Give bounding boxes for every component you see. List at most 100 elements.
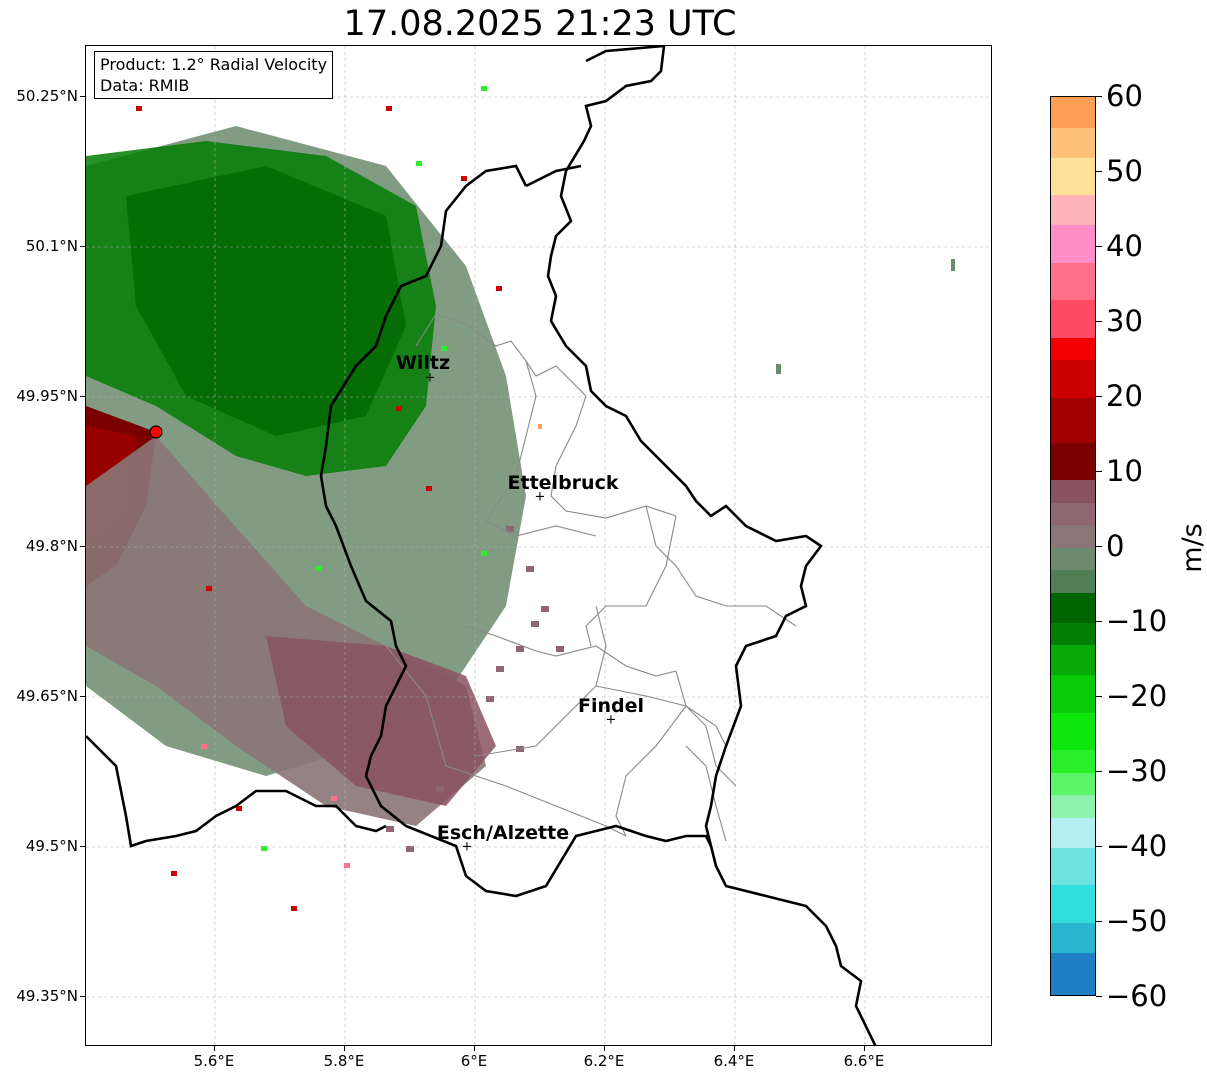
colorbar-segment	[1051, 644, 1095, 675]
colorbar-tick-label: 50	[1106, 154, 1143, 188]
lon-tick	[474, 1046, 475, 1051]
city-marker-esch-alzette: +	[461, 839, 473, 855]
colorbar-segment	[1051, 157, 1095, 195]
lon-tick	[734, 1046, 735, 1051]
colorbar-segment	[1051, 397, 1095, 443]
lon-tick-label: 6.4°E	[713, 1052, 755, 1070]
colorbar-tick	[1096, 396, 1102, 397]
canton-borders	[385, 313, 797, 842]
lat-tick	[80, 846, 85, 847]
lon-tick-label: 6.6°E	[843, 1052, 885, 1070]
colorbar-segment	[1051, 479, 1095, 503]
colorbar-tick	[1096, 921, 1102, 922]
lat-tick-label: 49.35°N	[16, 987, 78, 1005]
lat-tick-label: 50.1°N	[25, 237, 78, 255]
lon-tick-label: 5.6°E	[193, 1052, 235, 1070]
colorbar-segment	[1051, 194, 1095, 225]
colorbar-tick	[1096, 546, 1102, 547]
velocity-field	[86, 86, 955, 911]
colorbar-tick	[1096, 846, 1102, 847]
lat-tick-label: 49.8°N	[25, 537, 78, 555]
colorbar-segment	[1051, 262, 1095, 300]
lon-tick	[864, 1046, 865, 1051]
map-title: 17.08.2025 21:23 UTC	[343, 4, 737, 44]
lon-tick	[214, 1046, 215, 1051]
colorbar-tick	[1096, 96, 1102, 97]
colorbar-tick	[1096, 246, 1102, 247]
colorbar-segment	[1051, 592, 1095, 623]
map-canvas	[86, 46, 991, 1045]
product-info-box: Product: 1.2° Radial Velocity Data: RMIB	[94, 51, 334, 99]
lon-tick-label: 5.8°E	[323, 1052, 365, 1070]
colorbar-segment	[1051, 794, 1095, 818]
city-label-wiltz: Wiltz	[395, 352, 451, 374]
lat-tick-label: 49.95°N	[16, 387, 78, 405]
colorbar-segment	[1051, 952, 1095, 995]
velocity-colorbar	[1050, 96, 1096, 996]
colorbar-tick-label: −40	[1106, 829, 1168, 863]
colorbar-segment	[1051, 359, 1095, 398]
colorbar-segment	[1051, 299, 1095, 338]
colorbar-tick	[1096, 996, 1102, 997]
colorbar-segment	[1051, 847, 1095, 885]
lat-tick	[80, 396, 85, 397]
radar-map	[85, 45, 992, 1046]
colorbar-tick-label: 30	[1106, 304, 1143, 338]
data-source-label: Data: RMIB	[100, 76, 190, 95]
colorbar-tick	[1096, 621, 1102, 622]
colorbar-tick-label: 60	[1106, 79, 1143, 113]
colorbar-tick-label: −10	[1106, 604, 1168, 638]
lat-tick	[80, 246, 85, 247]
radar-site-marker	[149, 425, 163, 439]
colorbar-segment	[1051, 922, 1095, 953]
lat-tick-label: 49.65°N	[16, 687, 78, 705]
colorbar-segment	[1051, 622, 1095, 645]
colorbar-tick	[1096, 696, 1102, 697]
colorbar-segment	[1051, 524, 1095, 548]
product-label: Product: 1.2° Radial Velocity	[100, 55, 328, 74]
city-label-findel: Findel	[577, 695, 645, 717]
colorbar-tick-label: 10	[1106, 454, 1143, 488]
colorbar-segment	[1051, 772, 1095, 795]
colorbar-segment	[1051, 569, 1095, 593]
colorbar-tick-label: −20	[1106, 679, 1168, 713]
colorbar-segment	[1051, 817, 1095, 848]
colorbar-tick-label: −30	[1106, 754, 1168, 788]
city-label-ettelbruck: Ettelbruck	[507, 472, 619, 494]
lat-tick	[80, 546, 85, 547]
colorbar-tick	[1096, 321, 1102, 322]
country-borders	[86, 46, 877, 1045]
colorbar-tick	[1096, 171, 1102, 172]
colorbar-segment	[1051, 547, 1095, 570]
city-marker-ettelbruck: +	[534, 489, 546, 505]
colorbar-tick	[1096, 471, 1102, 472]
colorbar-segment	[1051, 442, 1095, 480]
colorbar-segment	[1051, 749, 1095, 773]
colorbar-tick	[1096, 771, 1102, 772]
lon-tick	[344, 1046, 345, 1051]
city-label-esch-alzette: Esch/Alzette	[436, 822, 570, 844]
colorbar-tick-label: 0	[1106, 529, 1125, 563]
colorbar-segment	[1051, 97, 1095, 128]
colorbar-segment	[1051, 127, 1095, 158]
colorbar-segment	[1051, 674, 1095, 713]
colorbar-segment	[1051, 712, 1095, 750]
lon-tick-label: 6°E	[460, 1052, 488, 1070]
colorbar-tick-label: −50	[1106, 904, 1168, 938]
colorbar-unit-label: m/s	[1177, 523, 1207, 573]
colorbar-segment	[1051, 224, 1095, 263]
lat-tick-label: 49.5°N	[25, 837, 78, 855]
colorbar-tick-label: −60	[1106, 979, 1168, 1013]
lat-tick-label: 50.25°N	[16, 87, 78, 105]
colorbar-segment	[1051, 502, 1095, 525]
lat-tick	[80, 996, 85, 997]
city-marker-findel: +	[605, 712, 617, 728]
colorbar-tick-label: 20	[1106, 379, 1143, 413]
city-marker-wiltz: +	[424, 370, 436, 386]
colorbar-tick-label: 40	[1106, 229, 1143, 263]
lat-tick	[80, 96, 85, 97]
colorbar-segment	[1051, 337, 1095, 360]
lon-tick	[604, 1046, 605, 1051]
lat-tick	[80, 696, 85, 697]
colorbar-segment	[1051, 884, 1095, 923]
